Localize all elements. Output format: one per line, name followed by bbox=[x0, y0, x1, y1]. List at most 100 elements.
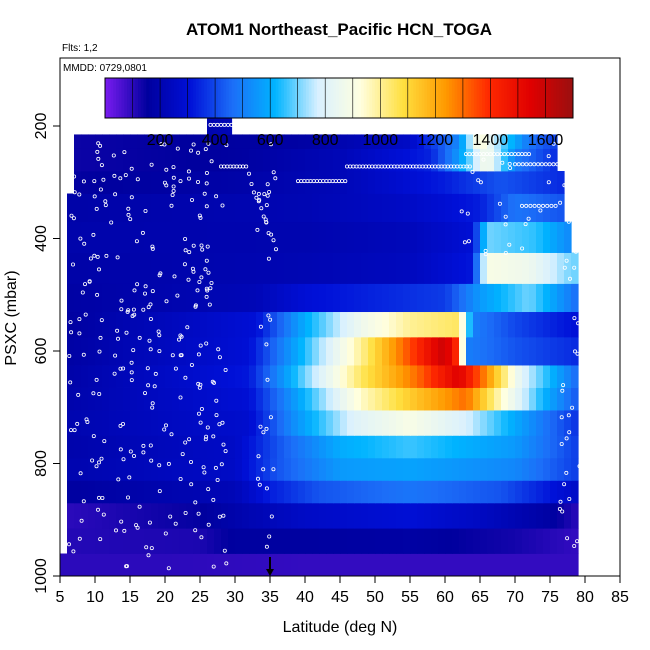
sample-point bbox=[576, 321, 581, 326]
sample-point bbox=[536, 203, 541, 208]
heatmap-cell bbox=[179, 410, 187, 436]
heatmap-cell bbox=[382, 171, 390, 194]
heatmap-cell bbox=[571, 528, 579, 554]
heatmap-cell bbox=[116, 387, 124, 411]
heatmap-cell bbox=[319, 502, 327, 529]
colorbar-segment bbox=[451, 78, 456, 118]
sample-point bbox=[183, 248, 188, 253]
heatmap-cell bbox=[424, 387, 432, 411]
heatmap-cell bbox=[249, 221, 257, 253]
heatmap-cell bbox=[242, 336, 250, 366]
heatmap-cell bbox=[473, 435, 481, 459]
heatmap-cell bbox=[480, 410, 488, 436]
heatmap-cell bbox=[543, 283, 551, 313]
heatmap-cell bbox=[417, 553, 425, 576]
heatmap-cell bbox=[144, 528, 152, 554]
heatmap-cell bbox=[312, 193, 320, 223]
heatmap-cell bbox=[88, 457, 96, 481]
colorbar-segment bbox=[413, 78, 417, 118]
heatmap-cell bbox=[67, 336, 75, 366]
heatmap-cell bbox=[571, 457, 579, 481]
heatmap-cell bbox=[452, 502, 460, 529]
colorbar-segment bbox=[495, 78, 500, 118]
heatmap-cell bbox=[522, 171, 530, 194]
heatmap-cell bbox=[480, 502, 488, 529]
heatmap-cell bbox=[319, 134, 327, 149]
heatmap-cell bbox=[459, 193, 467, 223]
sample-point bbox=[261, 467, 266, 472]
sample-point bbox=[146, 305, 151, 310]
heatmap-cell bbox=[221, 336, 229, 366]
sample-point bbox=[129, 166, 134, 171]
heatmap-cell bbox=[95, 365, 103, 388]
heatmap-cell bbox=[368, 148, 376, 172]
heatmap-cell bbox=[368, 193, 376, 223]
heatmap-cell bbox=[186, 134, 194, 149]
heatmap-cell bbox=[494, 435, 502, 459]
heatmap-cell bbox=[340, 553, 348, 576]
heatmap-cell bbox=[256, 336, 264, 366]
heatmap-cell bbox=[116, 283, 124, 313]
sample-point bbox=[214, 398, 219, 403]
heatmap-cell bbox=[298, 283, 306, 313]
heatmap-cell bbox=[284, 410, 292, 436]
sample-point bbox=[264, 426, 269, 431]
heatmap-cell bbox=[319, 283, 327, 313]
heatmap-cell bbox=[466, 336, 474, 366]
colorbar-segment bbox=[559, 78, 563, 118]
sample-point bbox=[251, 190, 256, 195]
heatmap-cell bbox=[179, 553, 187, 576]
heatmap-cell bbox=[228, 553, 236, 576]
heatmap-cell bbox=[305, 457, 313, 481]
sample-point bbox=[221, 442, 226, 447]
heatmap-cell bbox=[417, 171, 425, 194]
heatmap-cell bbox=[298, 502, 306, 529]
sample-point bbox=[258, 324, 263, 329]
heatmap-cell bbox=[305, 311, 313, 338]
heatmap-cell bbox=[291, 134, 299, 149]
colorbar-segment bbox=[482, 78, 486, 118]
heatmap-cell bbox=[312, 148, 320, 172]
heatmap-cell bbox=[410, 221, 418, 253]
heatmap-cell bbox=[361, 365, 369, 388]
heatmap-cell bbox=[466, 193, 474, 223]
heatmap-cell bbox=[340, 311, 348, 338]
heatmap-cell bbox=[515, 387, 523, 411]
heatmap-cell bbox=[354, 193, 362, 223]
heatmap-cell bbox=[473, 134, 481, 149]
heatmap-cell bbox=[249, 410, 257, 436]
colorbar-segment bbox=[523, 78, 527, 118]
sample-point bbox=[171, 188, 176, 193]
heatmap-cell bbox=[67, 410, 75, 436]
heatmap-cell bbox=[200, 193, 208, 223]
heatmap-cell bbox=[396, 134, 404, 149]
heatmap-cell bbox=[361, 171, 369, 194]
colorbar-segment bbox=[405, 78, 409, 118]
heatmap-cell bbox=[319, 252, 327, 284]
heatmap-cell bbox=[417, 193, 425, 223]
heatmap-cell bbox=[340, 193, 348, 223]
sample-point bbox=[188, 148, 193, 153]
y-tick-label: 600 bbox=[33, 338, 50, 365]
heatmap-cell bbox=[543, 457, 551, 481]
heatmap-cell bbox=[459, 148, 467, 172]
heatmap-cell bbox=[424, 365, 432, 388]
heatmap-cell bbox=[179, 311, 187, 338]
heatmap-cell bbox=[123, 283, 131, 313]
heatmap-cell bbox=[347, 502, 355, 529]
sample-point bbox=[470, 169, 475, 174]
heatmap-cell bbox=[88, 553, 96, 576]
sample-point bbox=[88, 256, 93, 261]
sample-point bbox=[99, 163, 104, 168]
heatmap-cell bbox=[305, 387, 313, 411]
heatmap-cell bbox=[256, 480, 264, 504]
heatmap-cell bbox=[382, 134, 390, 149]
sample-point bbox=[186, 169, 191, 174]
sample-point bbox=[557, 506, 562, 511]
heatmap-cell bbox=[445, 553, 453, 576]
heatmap-cell bbox=[144, 148, 152, 172]
heatmap-cell bbox=[130, 528, 138, 554]
sample-point bbox=[149, 458, 154, 463]
sample-point bbox=[564, 258, 569, 263]
sample-point bbox=[266, 313, 271, 318]
